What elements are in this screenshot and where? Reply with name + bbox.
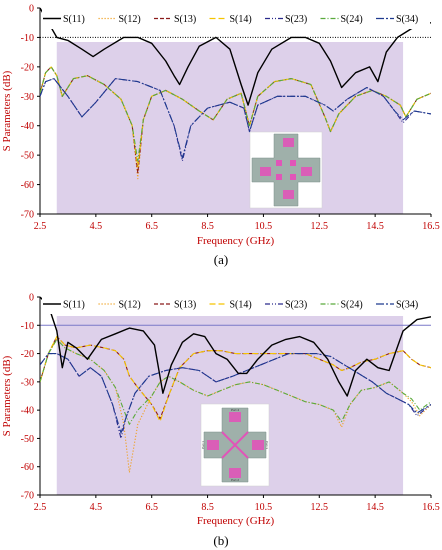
chart-panel-2: 0 -10 -20 -30 -40 -50 -60 -702.5 4.5 6.5 8.5 10.5 12…: [1, 293, 440, 549]
y-tick-label: -60: [21, 180, 34, 191]
diagonal-strip: [221, 431, 249, 459]
x-tick-label: 10.5: [255, 502, 273, 513]
radiator-patch: [252, 440, 264, 450]
radiator-patch: [283, 138, 294, 147]
x-tick-label: 16.5: [422, 221, 440, 232]
series-line-s11: [40, 7, 431, 106]
legend-background: [42, 8, 430, 29]
y-tick-label: -70: [21, 210, 34, 221]
legend-entry: S(13): [174, 300, 196, 311]
port-label: Port 1: [201, 441, 205, 449]
legend-entry: S(34): [396, 14, 418, 25]
legend-entry: S(11): [63, 300, 85, 311]
x-tick-label: 8.5: [201, 221, 214, 232]
y-tick-label: -30: [21, 92, 34, 103]
legend-entry: S(24): [341, 300, 363, 311]
panel-label: (a): [214, 252, 228, 267]
x-tick-label: 12.5: [311, 502, 329, 513]
antenna-inset: Port 4 Port 3 Port 2 Port 1: [200, 403, 270, 487]
series-line-s24: [40, 66, 431, 162]
legend-entry: S(12): [119, 300, 141, 311]
x-axis-label: Frequency (GHz): [197, 235, 275, 247]
series-line-s11: [40, 296, 431, 397]
legend: S(11) S(12) S(13) S(14) S(23) S(24) S(34): [42, 294, 430, 314]
legend-entry: S(24): [341, 14, 363, 25]
x-tick-label: 14.5: [366, 221, 384, 232]
legend: S(11) S(12) S(13) S(14) S(23) S(24) S(34): [42, 8, 430, 29]
radiator-patch: [260, 167, 271, 176]
y-axis-label: S Parameters (dB): [1, 355, 13, 436]
legend-entry: S(13): [174, 14, 196, 25]
x-tick-label: 16.5: [422, 502, 440, 513]
legend-entry: S(12): [119, 14, 141, 25]
x-tick-label: 12.5: [311, 221, 329, 232]
y-tick-label: -50: [21, 434, 34, 445]
y-tick-label: -60: [21, 462, 34, 473]
legend-entry: S(14): [230, 14, 252, 25]
y-tick-label: -20: [21, 349, 34, 360]
legend-entry: S(23): [285, 14, 307, 25]
y-axis-label: S Parameters (dB): [1, 70, 13, 151]
antenna-inset: [249, 131, 323, 209]
x-tick-label: 14.5: [366, 502, 384, 513]
radiator-patch: [207, 440, 219, 450]
chart-panel-1: 0 -10 -20 -30 -40 -50 -60 -702.5 4.5 6.5 8.5 10.5 12…: [1, 4, 440, 268]
x-tick-label: 2.5: [34, 221, 47, 232]
y-tick-label: -40: [21, 121, 34, 132]
legend-entry: S(11): [63, 14, 85, 25]
y-tick-label: -30: [21, 377, 34, 388]
legend-background: [42, 294, 430, 314]
y-tick-label: -10: [21, 33, 34, 44]
radiator-patch: [301, 167, 312, 176]
series-group: [40, 7, 431, 180]
port-label: Port 4: [231, 408, 239, 412]
stub-patch: [276, 174, 282, 180]
y-tick-label: -10: [21, 321, 34, 332]
x-tick-label: 4.5: [90, 221, 103, 232]
radiator-patch: [283, 190, 294, 199]
stub-patch: [290, 174, 296, 180]
x-axis-label: Frequency (GHz): [197, 515, 275, 527]
radiator-patch: [229, 412, 241, 422]
y-tick-label: 0: [29, 4, 34, 15]
port-label: Port 3: [265, 441, 269, 449]
legend-entry: S(34): [396, 300, 418, 311]
x-tick-label: 2.5: [34, 502, 47, 513]
shaded-band: [56, 42, 404, 214]
y-tick-label: -70: [21, 491, 34, 502]
legend-entry: S(14): [230, 300, 252, 311]
series-line-s34: [40, 353, 431, 434]
legend-entry: S(23): [285, 300, 307, 311]
radiator-patch: [229, 468, 241, 478]
series-line-s34: [40, 78, 431, 159]
series-group: [40, 296, 431, 473]
y-tick-label: -50: [21, 151, 34, 162]
series-line-s24: [40, 338, 431, 425]
antenna-substrate: [251, 133, 321, 207]
stub-patch: [290, 160, 296, 166]
x-tick-label: 10.5: [255, 221, 273, 232]
port-label: Port 2: [231, 478, 239, 482]
y-tick-label: 0: [29, 293, 34, 304]
stub-patch: [276, 160, 282, 166]
x-tick-label: 8.5: [201, 502, 214, 513]
x-tick-label: 4.5: [90, 502, 103, 513]
panel-label: (b): [213, 533, 228, 548]
y-tick-label: -20: [21, 62, 34, 73]
x-tick-label: 6.5: [145, 502, 158, 513]
y-tick-label: -40: [21, 406, 34, 417]
x-tick-label: 6.5: [145, 221, 158, 232]
